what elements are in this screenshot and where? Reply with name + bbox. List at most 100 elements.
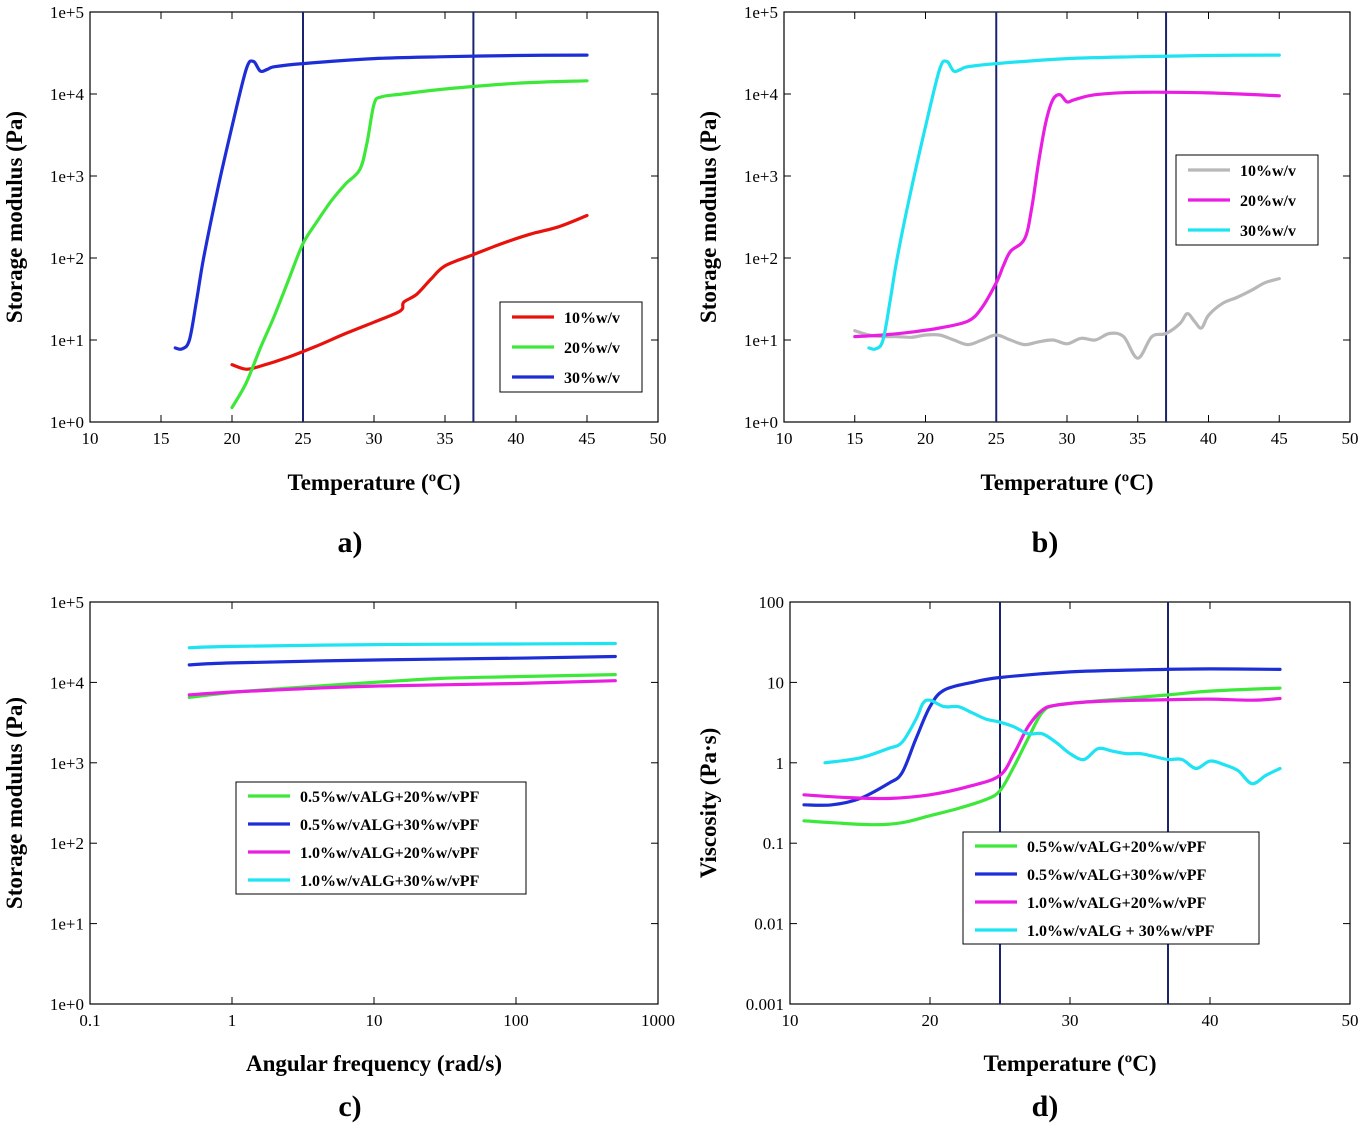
legend-label: 1.0%w/vALG+30%w/vPF [300, 873, 480, 890]
legend: 0.5%w/vALG+20%w/vPF 0.5%w/vALG+30%w/vPF 1.… [235, 781, 527, 895]
y-tick-label: 1e+2 [50, 249, 84, 268]
x-tick-label: 10 [776, 429, 793, 448]
series-line-4 [823, 698, 1282, 786]
series-line-1 [853, 277, 1281, 360]
legend-label: 30%w/v [1240, 223, 1296, 240]
legend: 10%w/v 20%w/v 30%w/v [499, 301, 643, 393]
x-tick-label: 25 [988, 429, 1005, 448]
legend-label: 20%w/v [1240, 193, 1296, 210]
x-tick-label: 10 [782, 1011, 799, 1030]
y-tick-label: 1e+0 [50, 413, 84, 432]
series-line-3 [867, 53, 1281, 351]
legend-label: 10%w/v [1240, 163, 1296, 180]
y-tick-label: 1e+2 [50, 834, 84, 853]
x-tick-label: 100 [503, 1011, 529, 1030]
x-tick-label: 1 [228, 1011, 237, 1030]
x-tick-label: 45 [1271, 429, 1288, 448]
y-tick-label: 0.1 [763, 834, 784, 853]
chart-panel-a: 1e+0 1e+1 1e+2 1e+3 1e+4 1e+5 10 15 20 25 30 35 40 45… [2, 3, 667, 559]
x-tick-label: 50 [1342, 429, 1359, 448]
y-tick-label: 100 [759, 593, 785, 612]
x-axis-title: Angular frequency (rad/s) [246, 1051, 502, 1076]
y-tick-label: 1e+5 [744, 3, 778, 22]
chart-panel-c: 1e+0 1e+1 1e+2 1e+3 1e+4 1e+5 0.1 1 10 100 1000 0.5… [2, 593, 675, 1123]
x-tick-label: 0.1 [79, 1011, 100, 1030]
x-tick-label: 40 [1200, 429, 1217, 448]
y-axis-title: Storage modulus (Pa) [2, 111, 27, 323]
legend-label: 1.0%w/vALG+20%w/vPF [300, 845, 480, 862]
series-line-2 [230, 79, 589, 410]
series-line-2 [802, 667, 1282, 807]
x-axis-title: Temperature (ºC) [983, 1051, 1156, 1076]
y-tick-label: 1e+2 [744, 249, 778, 268]
y-tick-label: 0.01 [754, 915, 784, 934]
y-tick-label: 1e+4 [744, 85, 779, 104]
x-tick-label: 50 [650, 429, 667, 448]
legend-label: 0.5%w/vALG+20%w/vPF [1027, 839, 1207, 856]
series-line-4 [187, 641, 617, 650]
x-axis-title: Temperature (ºC) [287, 470, 460, 495]
y-tick-label: 1e+3 [50, 167, 84, 186]
panel-label: a) [338, 526, 363, 559]
series-line-2 [187, 654, 617, 667]
x-tick-label: 15 [153, 429, 170, 448]
x-tick-label: 25 [295, 429, 312, 448]
legend-label: 0.5%w/vALG+20%w/vPF [300, 789, 480, 806]
y-tick-label: 1e+0 [50, 995, 84, 1014]
y-tick-label: 1e+1 [50, 915, 84, 934]
legend: 10%w/v 20%w/v 30%w/v [1175, 154, 1319, 246]
x-axis-title: Temperature (ºC) [980, 470, 1153, 495]
chart-panel-d: 0.001 0.01 0.1 1 10 100 10 20 30 40 50 0.5%w/vALG+2… [696, 593, 1359, 1123]
series-line-3 [187, 679, 617, 697]
legend-label: 20%w/v [564, 340, 620, 357]
panel-label: d) [1032, 1090, 1059, 1123]
y-axis-title: Storage modulus (Pa) [2, 697, 27, 909]
x-tick-label: 20 [224, 429, 241, 448]
x-tick-label: 40 [508, 429, 525, 448]
y-tick-label: 1e+0 [744, 413, 778, 432]
y-tick-label: 1e+5 [50, 3, 84, 22]
x-tick-label: 10 [366, 1011, 383, 1030]
series-line-3 [173, 53, 589, 351]
y-tick-label: 1e+3 [50, 754, 84, 773]
y-axis-title: Storage modulus (Pa) [696, 111, 721, 323]
y-tick-label: 1e+1 [50, 331, 84, 350]
legend-label: 0.5%w/vALG+30%w/vPF [1027, 867, 1207, 884]
legend-label: 1.0%w/vALG + 30%w/vPF [1027, 923, 1215, 940]
legend-label: 0.5%w/vALG+30%w/vPF [300, 817, 480, 834]
y-tick-label: 1e+1 [744, 331, 778, 350]
x-tick-label: 30 [1059, 429, 1076, 448]
y-axis-title: Viscosity (Pa·s) [696, 728, 721, 879]
x-tick-label: 30 [1062, 1011, 1079, 1030]
y-tick-label: 0.001 [746, 995, 784, 1014]
series-line-3 [802, 696, 1282, 801]
y-tick-label: 1 [776, 754, 785, 773]
series-line-2 [853, 90, 1281, 339]
legend-label: 30%w/v [564, 370, 620, 387]
x-tick-label: 40 [1202, 1011, 1219, 1030]
legend-box [962, 831, 1260, 945]
x-tick-label: 35 [437, 429, 454, 448]
series-line-1 [802, 686, 1282, 827]
legend-label: 10%w/v [564, 310, 620, 327]
chart-panel-b: 1e+0 1e+1 1e+2 1e+3 1e+4 1e+5 10 15 20 25 30 35 40 45… [696, 3, 1359, 559]
y-tick-label: 1e+3 [744, 167, 778, 186]
x-tick-label: 1000 [641, 1011, 675, 1030]
x-tick-label: 15 [846, 429, 863, 448]
legend: 0.5%w/vALG+20%w/vPF 0.5%w/vALG+30%w/vPF 1.… [962, 831, 1260, 945]
panel-label: b) [1032, 526, 1059, 559]
x-tick-label: 20 [917, 429, 934, 448]
legend-label: 1.0%w/vALG+20%w/vPF [1027, 895, 1207, 912]
x-tick-label: 35 [1129, 429, 1146, 448]
y-tick-label: 10 [767, 673, 784, 692]
x-tick-label: 30 [366, 429, 383, 448]
panel-label: c) [338, 1090, 361, 1123]
y-tick-label: 1e+5 [50, 593, 84, 612]
x-tick-label: 50 [1342, 1011, 1359, 1030]
x-tick-label: 10 [82, 429, 99, 448]
y-tick-label: 1e+4 [50, 673, 85, 692]
series-line-1 [230, 213, 589, 371]
y-tick-label: 1e+4 [50, 85, 85, 104]
x-tick-label: 45 [579, 429, 596, 448]
